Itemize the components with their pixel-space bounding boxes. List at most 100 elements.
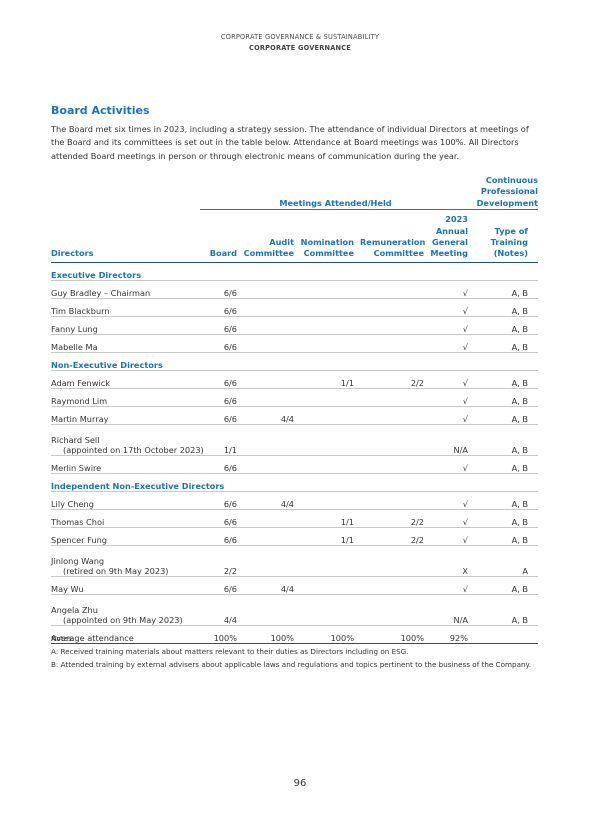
section-row: Executive Directors — [51, 262, 538, 281]
cell — [240, 424, 297, 456]
director-row: Merlin Swire 6/6 √ A, B — [51, 455, 538, 474]
name-note: (appointed on 17th October 2023) — [63, 444, 204, 455]
cell: A, B — [471, 316, 538, 335]
name: Merlin Swire — [51, 462, 102, 473]
cell — [357, 388, 427, 407]
name: Jinlong Wang — [51, 555, 105, 566]
cell: 4/4 — [200, 594, 240, 626]
cell: 6/6 — [200, 527, 240, 546]
cell: A, B — [471, 509, 538, 528]
cell — [240, 280, 297, 299]
cell: 6/6 — [200, 455, 240, 474]
column-header-line: Annual — [435, 225, 468, 236]
cell: A, B — [471, 370, 538, 389]
cell: √ — [427, 370, 471, 389]
cell: 92% — [427, 625, 471, 644]
section-row: Non-Executive Directors — [51, 352, 538, 371]
cell — [357, 491, 427, 510]
director-name: Lily Cheng — [51, 491, 200, 510]
column-header-line: (Notes) — [493, 248, 528, 259]
column-header-line: Directors — [51, 248, 94, 259]
cell — [297, 298, 357, 317]
name: Guy Bradley – Chairman — [51, 287, 151, 298]
cell: A, B — [471, 334, 538, 353]
cell: 1/1 — [200, 424, 240, 456]
name: May Wu — [51, 583, 84, 594]
cell: √ — [427, 316, 471, 335]
cell — [297, 491, 357, 510]
name: Richard Sell — [51, 434, 100, 445]
group-header-row: Meetings Attended/Held Continuous Professi… — [51, 175, 538, 211]
column-header: Type of Training (Notes) — [471, 209, 538, 263]
director-row: Lily Cheng 6/6 4/4 √ A, B — [51, 491, 538, 510]
cell: √ — [427, 576, 471, 595]
name: Mabelle Ma — [51, 341, 98, 352]
director-name: Fanny Lung — [51, 316, 200, 335]
director-row: May Wu 6/6 4/4 √ A, B — [51, 576, 538, 595]
cell: A, B — [471, 388, 538, 407]
name: Raymond Lim — [51, 395, 108, 406]
cell: N/A — [427, 594, 471, 626]
cell — [357, 424, 427, 456]
cell: √ — [427, 388, 471, 407]
cell — [240, 298, 297, 317]
name: Spencer Fung — [51, 534, 107, 545]
director-row: Martin Murray 6/6 4/4 √ A, B — [51, 406, 538, 425]
cell — [297, 424, 357, 456]
cell: 4/4 — [240, 576, 297, 595]
director-name: Angela Zhu (appointed on 9th May 2023) — [51, 594, 200, 626]
cell — [297, 388, 357, 407]
cell: 100% — [297, 625, 357, 644]
name: Martin Murray — [51, 413, 109, 424]
director-name: Spencer Fung — [51, 527, 200, 546]
cell — [297, 334, 357, 353]
cell — [240, 388, 297, 407]
header-page: CORPORATE GOVERNANCE — [249, 44, 351, 52]
cell — [357, 298, 427, 317]
column-header-line: Training — [490, 237, 528, 248]
cell: √ — [427, 280, 471, 299]
cell — [297, 545, 357, 577]
column-header-line: General — [431, 237, 468, 248]
column-header: Remuneration Committee — [357, 209, 427, 263]
cell — [240, 509, 297, 528]
note-item: B: Attended training by external adviser… — [51, 660, 532, 669]
name: Adam Fenwick — [51, 377, 110, 388]
cell — [297, 455, 357, 474]
cell: 100% — [357, 625, 427, 644]
cell: 6/6 — [200, 406, 240, 425]
attendance-table: Meetings Attended/Held Continuous Professi… — [51, 175, 538, 644]
director-name: May Wu — [51, 576, 200, 595]
cell — [297, 406, 357, 425]
section-title: Independent Non-Executive Directors — [51, 473, 538, 492]
cell — [357, 455, 427, 474]
name: Fanny Lung — [51, 323, 98, 334]
cell — [357, 576, 427, 595]
name: Thomas Choi — [51, 516, 105, 527]
cell: 4/4 — [240, 406, 297, 425]
director-name: Merlin Swire — [51, 455, 200, 474]
column-header-line: Committee — [373, 248, 424, 259]
name-note: (appointed on 9th May 2023) — [63, 614, 183, 625]
cell — [471, 625, 538, 644]
group-header: Meetings Attended/Held — [200, 175, 471, 211]
cell — [357, 545, 427, 577]
director-row: Spencer Fung 6/6 1/1 2/2 √ A, B — [51, 527, 538, 546]
cell: A, B — [471, 298, 538, 317]
summary-row: Average attendance 100% 100% 100% 100% 92% — [51, 625, 538, 644]
director-row: Angela Zhu (appointed on 9th May 2023) 4/4… — [51, 594, 538, 626]
column-header: Board — [200, 209, 240, 263]
column-header: Audit Committee — [240, 209, 297, 263]
cell: 100% — [240, 625, 297, 644]
cell — [297, 576, 357, 595]
cell: 1/1 — [297, 370, 357, 389]
blank — [51, 175, 200, 210]
director-row: Fanny Lung 6/6 √ A, B — [51, 316, 538, 335]
group-header-line: Professional — [480, 186, 538, 197]
cell — [240, 527, 297, 546]
director-name: Jinlong Wang (retired on 9th May 2023) — [51, 545, 200, 577]
cell — [357, 406, 427, 425]
cell — [240, 334, 297, 353]
cell — [240, 370, 297, 389]
cell — [297, 316, 357, 335]
